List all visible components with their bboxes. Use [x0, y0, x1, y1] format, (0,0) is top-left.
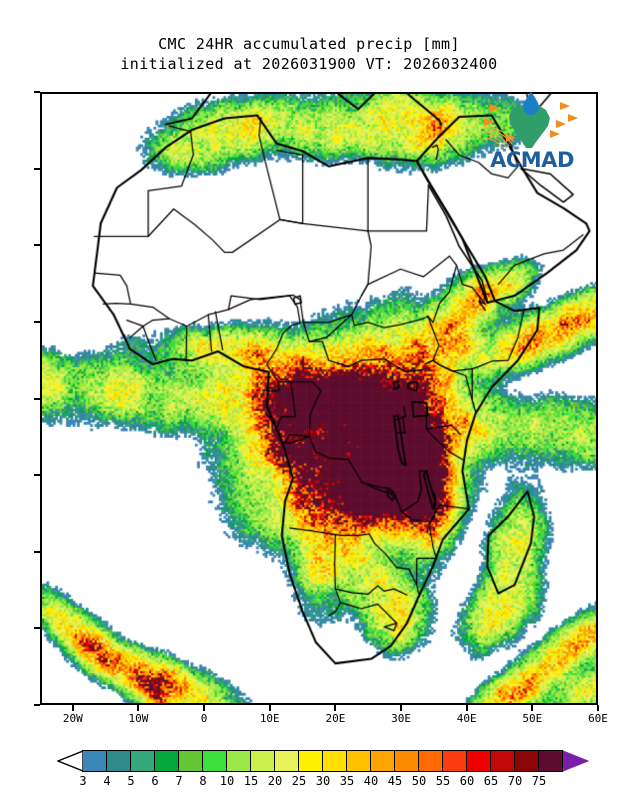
colorbar-tick-label: 8 — [199, 774, 207, 788]
chart-title-line2: initialized at 2026031900 VT: 2026032400 — [120, 55, 498, 73]
acmad-logo-graphic — [484, 92, 578, 149]
x-tick-label: 30E — [391, 712, 411, 725]
colorbar-tick-label: 35 — [339, 774, 355, 788]
x-tick-label: 40E — [456, 712, 477, 725]
colorbar-tick-label: 30 — [315, 774, 331, 788]
y-tick-mark — [34, 320, 40, 323]
x-tick-mark — [137, 705, 140, 711]
x-tick-mark — [203, 705, 206, 711]
x-tick-label: 10E — [259, 712, 280, 725]
y-tick-mark — [34, 244, 40, 247]
x-tick-mark — [400, 705, 403, 711]
colorbar-segment — [178, 750, 203, 772]
colorbar-segment-list — [82, 750, 563, 772]
colorbar-segment — [274, 750, 299, 772]
colorbar-segment — [346, 750, 371, 772]
colorbar-segment — [394, 750, 419, 772]
colorbar-tick-label: 15 — [243, 774, 259, 788]
colorbar-tick-label: 3 — [79, 774, 87, 788]
colorbar-segment — [154, 750, 179, 772]
colorbar-tick-label: 50 — [411, 774, 427, 788]
colorbar-tick-label: 75 — [531, 774, 547, 788]
colorbar-tick-label: 60 — [459, 774, 475, 788]
x-tick-mark — [531, 705, 534, 711]
x-tick-mark — [465, 705, 468, 711]
colorbar-segment — [418, 750, 443, 772]
colorbar-segment — [106, 750, 131, 772]
colorbar-over-arrow — [562, 750, 590, 772]
y-tick-mark — [34, 550, 40, 553]
colorbar-swatches — [56, 749, 590, 773]
colorbar-segment — [490, 750, 515, 772]
colorbar-segment — [226, 750, 251, 772]
x-tick-mark — [71, 705, 74, 711]
x-tick-mark — [268, 705, 271, 711]
x-tick-label: 20E — [325, 712, 346, 725]
x-tick-label: 0 — [200, 712, 208, 725]
africa-silhouette-icon — [509, 105, 550, 148]
x-tick-label: 60E — [588, 712, 608, 725]
colorbar-segment — [370, 750, 395, 772]
colorbar-tick-label: 20 — [267, 774, 283, 788]
chart-title-line1: CMC 24HR accumulated precip [mm] — [158, 35, 460, 53]
colorbar-segment — [322, 750, 347, 772]
y-tick-mark — [34, 704, 40, 706]
colorbar-tick-label: 45 — [387, 774, 403, 788]
colorbar-segment — [250, 750, 275, 772]
colorbar-segment — [538, 750, 563, 772]
colorbar-segment — [466, 750, 491, 772]
colorbar-segment — [130, 750, 155, 772]
y-tick-mark — [34, 167, 40, 170]
colorbar-tick-label: 55 — [435, 774, 451, 788]
x-tick-mark — [334, 705, 337, 711]
colorbar-tick-label: 6 — [151, 774, 159, 788]
x-tick-mark — [597, 705, 599, 711]
colorbar-under-arrow — [56, 749, 84, 773]
x-tick-label: 50E — [522, 712, 543, 725]
colorbar-tick-label: 65 — [483, 774, 499, 788]
colorbar-segment — [298, 750, 323, 772]
chart-title-block: CMC 24HR accumulated precip [mm] initial… — [0, 34, 618, 74]
colorbar-segment — [82, 750, 107, 772]
acmad-logo: ACMAD — [476, 90, 588, 188]
y-tick-mark — [34, 627, 40, 630]
colorbar-tick-label: 10 — [219, 774, 235, 788]
colorbar-tick-label: 40 — [363, 774, 379, 788]
y-tick-mark — [34, 397, 40, 400]
colorbar-segment — [202, 750, 227, 772]
x-tick-label: 10W — [128, 712, 149, 725]
colorbar-segment — [442, 750, 467, 772]
colorbar-segment — [514, 750, 539, 772]
colorbar: 3 4 5 6 7 8 10 15 20 25 30 35 40 45 50 55 60 65 70 75 — [0, 748, 618, 794]
water-droplet-icon — [523, 92, 539, 115]
y-tick-mark — [34, 474, 40, 477]
colorbar-tick-label: 70 — [507, 774, 523, 788]
acmad-logo-text: ACMAD — [490, 148, 574, 172]
colorbar-tick-label: 4 — [103, 774, 111, 788]
colorbar-tick-label: 5 — [127, 774, 135, 788]
colorbar-tick-label: 25 — [291, 774, 307, 788]
y-tick-mark — [34, 91, 40, 93]
colorbar-tick-label: 7 — [175, 774, 183, 788]
x-tick-label: 20W — [62, 712, 83, 725]
